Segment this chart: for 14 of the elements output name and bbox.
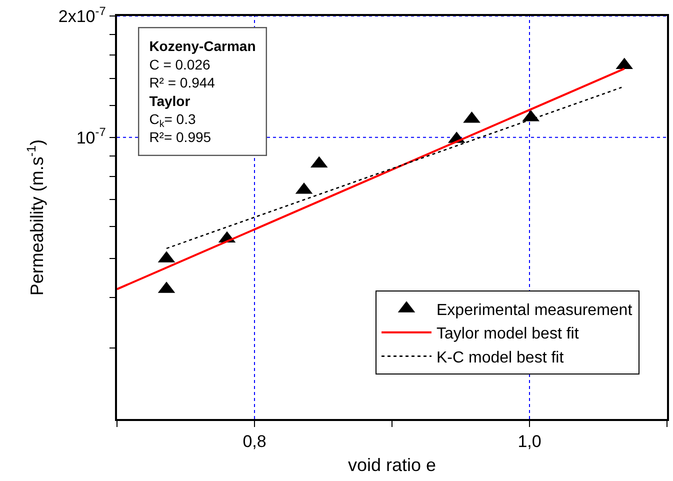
x-tick-label: 0,8 xyxy=(242,432,266,452)
annotation: Kozeny-Carman xyxy=(149,38,256,54)
y-tick-label: 10$^{-7}$ xyxy=(76,125,106,148)
annotation: R² = 0.944 xyxy=(149,74,216,91)
annotation: Taylor xyxy=(149,92,191,109)
x-tick-label: 1,0 xyxy=(518,432,542,452)
x-axis-title: void ratio e xyxy=(348,454,436,475)
legend-label: K-C model best fit xyxy=(436,349,564,366)
annotation: C = 0.026 xyxy=(149,56,211,72)
legend-label: Experimental measurement xyxy=(436,302,633,319)
annotation: C$_{k}$= 0.3 xyxy=(149,111,196,130)
annotation: R²= 0.995 xyxy=(149,129,212,146)
legend-label: Taylor model best fit xyxy=(436,326,580,343)
y-tick-label: 2x10$^{-7}$ xyxy=(58,4,106,26)
